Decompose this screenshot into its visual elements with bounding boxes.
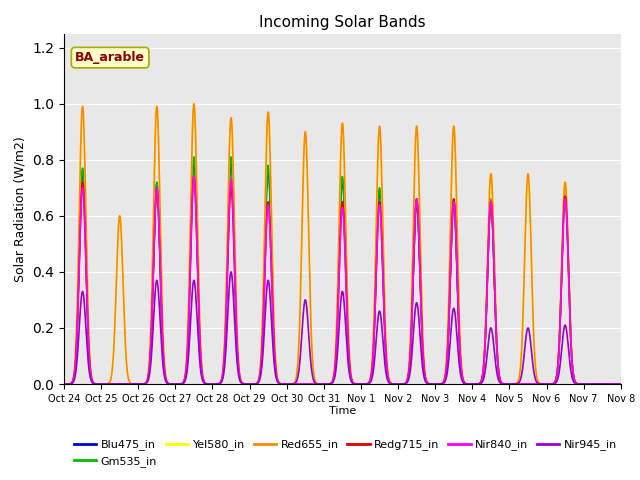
Gm535_in (419, 356, 427, 361)
Nir945_in (419, 370, 427, 376)
Nir840_in (190, 174, 198, 180)
Yel580_in (499, 381, 506, 386)
Nir945_in (179, 381, 187, 386)
Y-axis label: Solar Radiation (W/m2): Solar Radiation (W/m2) (13, 136, 27, 282)
Blu475_in (60, 381, 68, 387)
Blu475_in (173, 381, 181, 387)
Red655_in (173, 381, 181, 387)
Text: BA_arable: BA_arable (75, 51, 145, 64)
Nir945_in (173, 381, 181, 387)
Red655_in (179, 380, 187, 385)
Gm535_in (615, 381, 623, 387)
Title: Incoming Solar Bands: Incoming Solar Bands (259, 15, 426, 30)
Gm535_in (617, 381, 625, 387)
Nir945_in (227, 269, 235, 275)
X-axis label: Time: Time (329, 407, 356, 417)
Line: Red655_in: Red655_in (64, 104, 621, 384)
Line: Gm535_in: Gm535_in (64, 157, 621, 384)
Nir840_in (419, 356, 427, 361)
Blu475_in (615, 381, 623, 387)
Redg715_in (419, 356, 427, 361)
Gm535_in (499, 381, 506, 386)
Nir945_in (615, 381, 623, 387)
Blu475_in (617, 381, 625, 387)
Redg715_in (60, 381, 68, 387)
Blu475_in (269, 288, 276, 294)
Gm535_in (179, 380, 187, 386)
Redg715_in (173, 381, 181, 387)
Nir840_in (617, 381, 625, 387)
Nir945_in (269, 336, 276, 342)
Nir945_in (60, 381, 68, 387)
Yel580_in (617, 381, 625, 387)
Yel580_in (419, 346, 427, 351)
Legend: Blu475_in, Gm535_in, Yel580_in, Red655_in, Redg715_in, Nir840_in, Nir945_in: Blu475_in, Gm535_in, Yel580_in, Red655_i… (70, 435, 621, 471)
Gm535_in (190, 154, 198, 160)
Redg715_in (617, 381, 625, 387)
Line: Yel580_in: Yel580_in (64, 104, 621, 384)
Line: Blu475_in: Blu475_in (64, 160, 621, 384)
Gm535_in (269, 287, 276, 293)
Yel580_in (179, 380, 187, 385)
Line: Redg715_in: Redg715_in (64, 177, 621, 384)
Red655_in (60, 381, 68, 387)
Yel580_in (615, 381, 623, 387)
Blu475_in (179, 380, 187, 386)
Red655_in (617, 381, 625, 387)
Yel580_in (60, 381, 68, 387)
Nir840_in (60, 381, 68, 387)
Blu475_in (419, 356, 427, 362)
Blu475_in (499, 381, 506, 386)
Nir840_in (173, 381, 181, 387)
Yel580_in (173, 381, 181, 387)
Redg715_in (499, 381, 506, 386)
Blu475_in (190, 157, 198, 163)
Gm535_in (60, 381, 68, 387)
Redg715_in (269, 302, 276, 308)
Red655_in (615, 381, 623, 387)
Line: Nir945_in: Nir945_in (64, 272, 621, 384)
Redg715_in (179, 380, 187, 386)
Gm535_in (173, 381, 181, 387)
Nir840_in (269, 304, 276, 310)
Nir840_in (179, 380, 187, 386)
Yel580_in (190, 101, 198, 107)
Nir945_in (617, 381, 625, 387)
Redg715_in (190, 174, 198, 180)
Red655_in (190, 101, 198, 107)
Red655_in (499, 381, 506, 386)
Nir945_in (499, 381, 506, 387)
Yel580_in (269, 264, 276, 270)
Red655_in (269, 264, 276, 270)
Nir840_in (499, 381, 506, 386)
Line: Nir840_in: Nir840_in (64, 177, 621, 384)
Red655_in (419, 346, 427, 351)
Redg715_in (615, 381, 623, 387)
Nir840_in (615, 381, 623, 387)
